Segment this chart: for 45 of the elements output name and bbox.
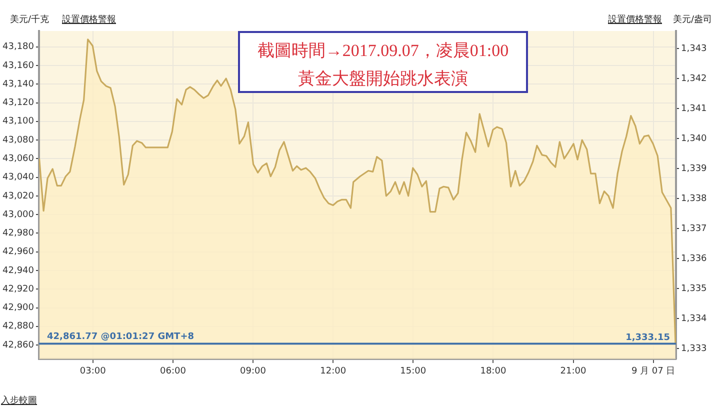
y-tick-label: 43,180 xyxy=(2,42,34,52)
x-tick-label: 15:00 xyxy=(400,366,426,377)
y-tick-label: 42,920 xyxy=(2,284,34,294)
y2-tick-label: 1,335 xyxy=(681,284,707,294)
ref-line-label: 42,861.77 @01:01:27 GMT+8 xyxy=(47,332,194,342)
y-tick-label: 43,140 xyxy=(2,79,34,90)
y2-tick-label: 1,334 xyxy=(681,314,708,324)
y-tick-label: 43,100 xyxy=(2,116,34,127)
y2-tick-label: 1,336 xyxy=(681,254,708,264)
annotation: 截圖時間→2017.09.07，凌晨01:00 xyxy=(256,40,510,62)
x-tick-label: 06:00 xyxy=(160,366,186,377)
x-tick-label: 03:00 xyxy=(80,366,106,377)
x-tick-label: 18:00 xyxy=(480,366,506,377)
text: 設置價格警報 xyxy=(62,14,116,26)
y-tick-label: 42,900 xyxy=(2,303,34,314)
y-tick-label: 43,040 xyxy=(2,172,34,183)
y-tick-label: 43,000 xyxy=(2,210,34,220)
y2-tick-label: 1,333 xyxy=(681,344,707,354)
y2-tick-label: 1,337 xyxy=(681,224,707,234)
text: 入步較圖 xyxy=(1,394,37,407)
x-tick-label: 12:00 xyxy=(320,366,346,377)
x-tick-label: 09:00 xyxy=(240,366,266,377)
y2-tick-label: 1,339 xyxy=(681,164,708,174)
y2-tick-label: 1,341 xyxy=(681,104,707,114)
text: 設置價格警報 xyxy=(608,14,662,26)
y-tick-label: 43,060 xyxy=(2,154,34,164)
x-tick-label: 9 月 07 日 xyxy=(631,366,676,377)
y-tick-label: 43,020 xyxy=(2,191,34,202)
y2-tick-label: 1,342 xyxy=(681,74,707,84)
y-tick-label: 42,980 xyxy=(2,228,34,239)
y2-tick-label: 1,340 xyxy=(681,134,708,144)
y2-tick-label: 1,338 xyxy=(681,194,708,204)
y-tick-label: 43,080 xyxy=(2,135,34,146)
x-tick-label: 21:00 xyxy=(560,366,586,377)
y-tick-label: 42,860 xyxy=(2,340,34,350)
y-tick-label: 43,120 xyxy=(2,98,34,108)
y2-tick-label: 1,343 xyxy=(681,44,707,54)
y-tick-label: 42,960 xyxy=(2,247,34,258)
y-tick-label: 42,880 xyxy=(2,322,34,332)
annotation: 黃金大盤開始跳水表演 xyxy=(297,68,469,90)
y-axis-title: 美元/千克 xyxy=(10,14,50,26)
y-tick-label: 43,160 xyxy=(2,60,34,71)
ref-line-label: 1,333.15 xyxy=(626,332,670,343)
y2-axis-title: 美元/盎司 xyxy=(672,14,712,26)
y-tick-label: 42,940 xyxy=(2,266,34,276)
